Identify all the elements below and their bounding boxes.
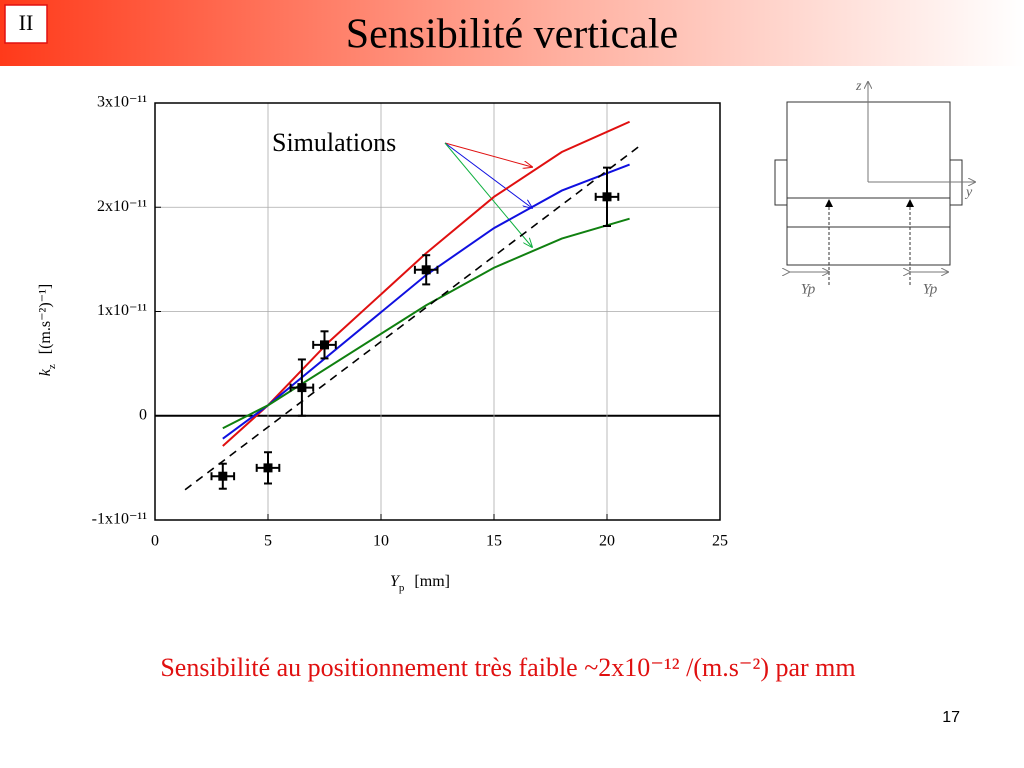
x-label-unit: [mm] <box>414 573 450 590</box>
header-band <box>0 0 1024 66</box>
diagram-z-label: z <box>855 79 862 94</box>
section-number: II <box>19 10 34 35</box>
data-point <box>297 383 307 393</box>
plot-frame <box>154 102 721 521</box>
x-tick-label: 20 <box>599 533 615 550</box>
y-label-subscript: z <box>46 364 58 369</box>
y-tick-label: 2x10⁻¹¹ <box>97 198 147 215</box>
x-tick-label: 0 <box>151 533 159 550</box>
x-label-symbol: Y <box>390 573 401 590</box>
annotation: Simulations <box>272 128 396 157</box>
y-label-unit: [(m.s⁻²)⁻¹] <box>37 284 54 354</box>
series-line <box>222 163 630 440</box>
series-line <box>222 217 630 430</box>
data-point <box>421 265 431 275</box>
page-number: 17 <box>942 709 960 726</box>
x-tick-label: 5 <box>264 533 272 550</box>
series-line <box>184 145 641 491</box>
chart: 3x10⁻¹¹2x10⁻¹¹1x10⁻¹¹0-1x10⁻¹¹2520151050… <box>37 94 728 594</box>
slide-title: Sensibilité verticale <box>346 12 678 58</box>
x-label-subscript: p <box>399 582 405 594</box>
x-tick-label: 15 <box>486 533 502 550</box>
data-point <box>602 192 612 202</box>
x-axis-label: Yp [mm] <box>390 573 450 594</box>
series-layer <box>184 120 641 491</box>
section-badge <box>4 4 48 44</box>
x-tick-label: 25 <box>712 533 728 550</box>
data-point <box>218 471 228 481</box>
diagram-y-label: y <box>964 185 973 200</box>
annotation-arrow <box>444 142 532 167</box>
sensor-diagram <box>774 82 975 285</box>
x-tick-label: 10 <box>373 533 389 550</box>
annotation-arrow <box>444 142 532 208</box>
data-point <box>320 340 329 350</box>
y-tick-label: 1x10⁻¹¹ <box>97 302 147 319</box>
diagram-dimension-label: Yp <box>923 281 938 297</box>
y-tick-label: -1x10⁻¹¹ <box>92 511 148 528</box>
data-point <box>263 463 273 473</box>
y-tick-label: 0 <box>139 406 147 423</box>
y-tick-label: 3x10⁻¹¹ <box>97 94 147 111</box>
diagram-dimension-label: Yp <box>801 281 816 297</box>
annotation-arrow <box>444 142 532 247</box>
y-axis-label: kz [(m.s⁻²)⁻¹] <box>37 284 58 376</box>
y-label-symbol: k <box>37 368 54 376</box>
diagram-tab <box>774 159 788 206</box>
caption: Sensibilité au positionnement très faibl… <box>160 653 855 682</box>
